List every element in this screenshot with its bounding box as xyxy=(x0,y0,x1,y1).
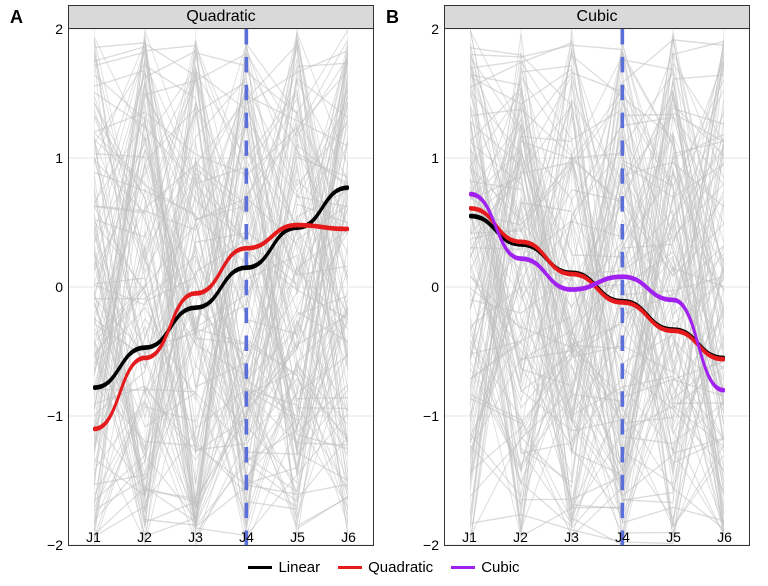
x-tick-label: J1 xyxy=(444,523,495,553)
strip-b: Cubic xyxy=(444,5,750,28)
legend: Linear Quadratic Cubic xyxy=(0,553,768,586)
x-tick-label: J4 xyxy=(597,523,648,553)
x-ticks-a: J1J2J3J4J5J6 xyxy=(68,523,374,553)
plot-svg-b xyxy=(445,29,749,545)
y-tick-label: 1 xyxy=(55,150,63,166)
legend-swatch xyxy=(451,566,475,569)
panel-a: A Standardized ReHo values Quadratic −2−… xyxy=(8,5,384,553)
plot-svg-a xyxy=(69,29,373,545)
legend-item-cubic: Cubic xyxy=(451,559,519,576)
legend-item-quadratic: Quadratic xyxy=(338,559,433,576)
strip-a: Quadratic xyxy=(68,5,374,28)
x-tick-label: J2 xyxy=(119,523,170,553)
legend-swatch xyxy=(338,566,362,569)
legend-label: Cubic xyxy=(481,559,519,576)
x-tick-label: J5 xyxy=(272,523,323,553)
y-tick-label: 0 xyxy=(55,279,63,295)
x-tick-label: J6 xyxy=(323,523,374,553)
y-tick-label: 0 xyxy=(431,279,439,295)
charts-row: A Standardized ReHo values Quadratic −2−… xyxy=(0,0,768,553)
x-tick-label: J5 xyxy=(648,523,699,553)
x-tick-label: J6 xyxy=(699,523,750,553)
y-tick-label: −1 xyxy=(47,408,63,424)
x-tick-label: J3 xyxy=(170,523,221,553)
x-tick-label: J2 xyxy=(495,523,546,553)
plot-wrap-a: Quadratic −2−1012 J1J2J3J4J5J6 xyxy=(68,5,374,553)
legend-label: Quadratic xyxy=(368,559,433,576)
y-tick-label: −2 xyxy=(47,537,63,553)
figure-container: A Standardized ReHo values Quadratic −2−… xyxy=(0,0,768,586)
panel-b-letter: B xyxy=(386,7,399,28)
legend-swatch xyxy=(248,566,272,569)
x-ticks-b: J1J2J3J4J5J6 xyxy=(444,523,750,553)
y-tick-label: 1 xyxy=(431,150,439,166)
x-tick-label: J1 xyxy=(68,523,119,553)
panel-b: B Standardized ReHo values Cubic −2−1012… xyxy=(384,5,760,553)
plot-area-b: −2−1012 xyxy=(444,28,750,546)
legend-label: Linear xyxy=(278,559,320,576)
x-tick-label: J3 xyxy=(546,523,597,553)
legend-item-linear: Linear xyxy=(248,559,320,576)
plot-wrap-b: Cubic −2−1012 J1J2J3J4J5J6 xyxy=(444,5,750,553)
panel-a-letter: A xyxy=(10,7,23,28)
y-tick-label: −1 xyxy=(423,408,439,424)
x-tick-label: J4 xyxy=(221,523,272,553)
y-tick-label: −2 xyxy=(423,537,439,553)
plot-area-a: −2−1012 xyxy=(68,28,374,546)
y-tick-label: 2 xyxy=(55,21,63,37)
y-tick-label: 2 xyxy=(431,21,439,37)
